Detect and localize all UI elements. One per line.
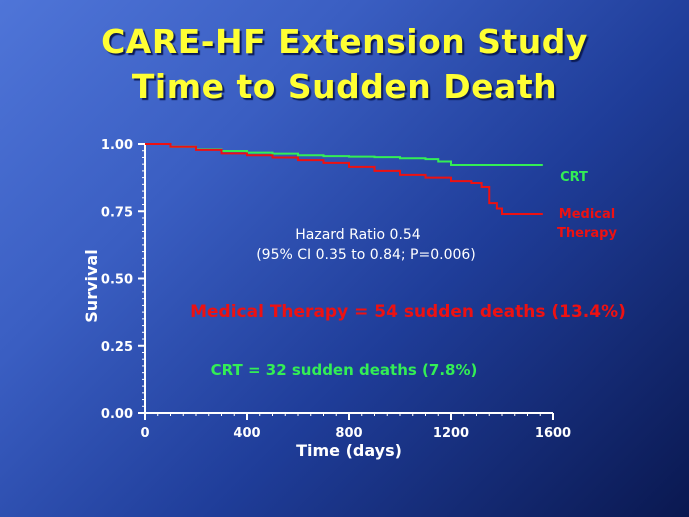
y-axis-title: Survival xyxy=(82,249,101,322)
x-tick-label: 1200 xyxy=(433,426,469,441)
x-tick-label: 0 xyxy=(140,426,149,441)
x-tick-label: 800 xyxy=(335,426,362,441)
medical-therapy-survival-line xyxy=(145,143,543,215)
crt-deaths-annotation: CRT = 32 sudden deaths (7.8%) xyxy=(211,361,478,379)
y-tick-label: 0.00 xyxy=(101,407,133,422)
y-tick-label: 0.75 xyxy=(101,205,133,220)
confidence-interval-text: (95% CI 0.35 to 0.84; P=0.006) xyxy=(256,247,476,263)
hazard-ratio-text: Hazard Ratio 0.54 xyxy=(295,227,421,243)
y-tick-label: 1.00 xyxy=(101,138,133,153)
y-tick-label: 0.25 xyxy=(101,340,133,355)
y-tick-label: 0.50 xyxy=(101,273,133,288)
medical-deaths-annotation: Medical Therapy = 54 sudden deaths (13.4… xyxy=(190,302,626,322)
x-tick-label: 400 xyxy=(233,426,260,441)
crt-series-label: CRT xyxy=(560,170,588,185)
slide-title-line2: Time to Sudden Death xyxy=(131,67,558,106)
medical-series-label-line2: Therapy xyxy=(557,226,617,241)
x-axis-title: Time (days) xyxy=(296,441,402,460)
x-tick-label: 1600 xyxy=(535,426,571,441)
medical-series-label-line1: Medical xyxy=(559,207,615,222)
slide-title-line1: CARE-HF Extension Study xyxy=(101,22,588,61)
